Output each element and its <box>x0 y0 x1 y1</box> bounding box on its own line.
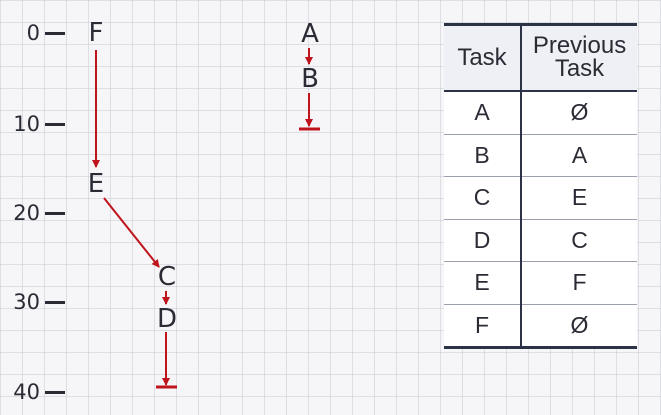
axis-tick <box>45 301 65 304</box>
header-task: Task <box>444 26 522 92</box>
cell-previous: Ø <box>521 303 637 346</box>
header-previous-task-label: Previous Task <box>532 32 627 82</box>
header-previous-task: Previous Task <box>521 26 637 92</box>
cell-task: D <box>444 218 522 262</box>
cell-previous: F <box>521 261 637 304</box>
cell-previous: E <box>521 176 637 219</box>
axis-tick <box>45 123 65 126</box>
table-row: F Ø <box>444 303 637 346</box>
axis-tick-label: 40 <box>13 380 40 404</box>
cell-previous: C <box>521 218 637 262</box>
table-row: B A <box>444 133 637 177</box>
table-row: A Ø <box>444 91 637 134</box>
axis-tick-label: 10 <box>13 112 40 136</box>
node-e: E <box>87 169 105 199</box>
node-c: C <box>157 262 177 292</box>
axis-tick-label: 20 <box>13 201 40 225</box>
table-row: E F <box>444 261 637 304</box>
node-f: F <box>88 18 104 48</box>
axis-tick-label: 30 <box>13 290 40 314</box>
table-row: C E <box>444 176 637 219</box>
axis-tick <box>45 212 65 215</box>
axis-tick <box>45 32 65 35</box>
node-b: B <box>301 64 319 94</box>
node-a: A <box>301 19 319 49</box>
cell-task: B <box>444 133 522 177</box>
table-row: D C <box>444 218 637 262</box>
axis-tick <box>45 391 65 394</box>
node-d: D <box>156 304 178 334</box>
cell-previous: Ø <box>570 99 589 126</box>
cell-task: E <box>444 261 522 304</box>
table-header-row: Task Previous Task <box>444 26 637 92</box>
cell-task: F <box>444 303 522 346</box>
precedence-table: Task Previous Task A Ø B A C E D C <box>444 23 637 349</box>
cell-task: A <box>444 91 522 134</box>
axis-tick-label: 0 <box>26 21 40 45</box>
cell-task: C <box>444 176 522 219</box>
arrow-e-to-c <box>103 197 160 268</box>
cell-previous: A <box>521 133 637 177</box>
